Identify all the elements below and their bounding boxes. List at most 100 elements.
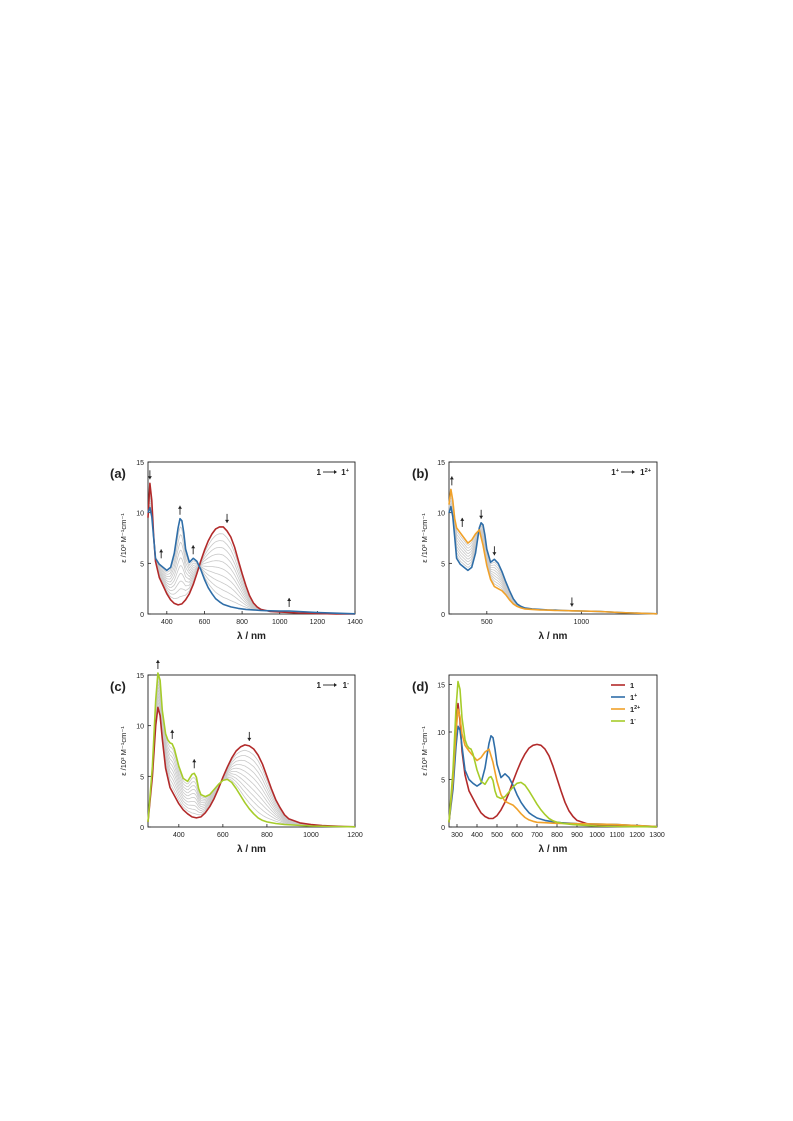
y-tick-label: 0 xyxy=(140,825,144,832)
arrow-up-icon xyxy=(287,597,292,607)
y-axis-label: ε /10³ M⁻¹cm⁻¹ xyxy=(119,726,128,776)
intermediate-trace xyxy=(448,497,657,615)
y-tick-label: 15 xyxy=(437,683,445,690)
series-line-anion xyxy=(448,680,658,828)
arrow-head xyxy=(569,603,574,607)
x-tick-label: 1000 xyxy=(272,619,288,626)
x-tick-label: 300 xyxy=(451,832,463,839)
y-tick-label: 10 xyxy=(437,511,445,518)
arrow-up-icon xyxy=(460,517,465,527)
chart-panel-d: (d) 0 5 10 15 300 400 500 600 700 800 900 1000 1100 12… xyxy=(412,674,665,855)
x-axis-label: λ / nm xyxy=(237,844,266,855)
arrow-head xyxy=(192,759,197,763)
x-tick-label: 600 xyxy=(199,619,211,626)
arrow-up-icon xyxy=(155,659,160,669)
arrow-down-icon xyxy=(479,509,484,519)
y-tick-label: 15 xyxy=(136,673,144,680)
intermediate-trace xyxy=(448,502,657,615)
panel-label-d: (d) xyxy=(412,679,429,694)
arrow-head xyxy=(191,545,196,549)
x-tick-label: 400 xyxy=(173,832,185,839)
arrow-head xyxy=(449,476,454,480)
arrow-down-icon xyxy=(247,731,252,741)
arrow-up-icon xyxy=(191,545,196,555)
x-tick-label: 800 xyxy=(236,619,248,626)
y-tick-label: 5 xyxy=(441,778,445,785)
legend-label-dication: 12+ xyxy=(630,705,640,714)
transition-annotation: 1+ 1 xyxy=(317,468,350,477)
arrow-head xyxy=(147,476,152,480)
x-tick-label: 1000 xyxy=(589,832,605,839)
y-axis-label: ε /10³ M⁻¹cm⁻¹ xyxy=(420,726,429,776)
y-tick-label: 0 xyxy=(140,612,144,619)
annotation-from: 1 xyxy=(317,468,322,477)
arrow-down-icon xyxy=(147,470,152,480)
x-tick-label: 1200 xyxy=(347,832,363,839)
annotation-arrow-icon xyxy=(334,470,337,474)
y-tick-label: 5 xyxy=(441,561,445,568)
series-line-neutral xyxy=(147,482,355,615)
arrow-down-icon xyxy=(569,597,574,607)
legend: 1 1+ 12+ 1- xyxy=(611,681,640,726)
arrow-head xyxy=(460,517,465,521)
series-line-cation xyxy=(147,506,356,615)
x-axis-label: λ / nm xyxy=(539,631,568,642)
x-tick-label: 1400 xyxy=(347,619,363,626)
y-tick-label: 10 xyxy=(136,724,144,731)
x-tick-label: 400 xyxy=(471,832,483,839)
arrow-down-icon xyxy=(492,546,497,556)
transition-annotation: 12+ 1+ xyxy=(611,468,651,477)
arrow-head xyxy=(479,515,484,519)
chart-panel-a: (a) 0 5 10 15 400 600 800 1000 1200 1400 λ / nm ε /1… xyxy=(110,460,363,642)
intermediate-trace xyxy=(147,495,355,615)
annotation-from: 1+ xyxy=(611,468,619,477)
arrow-head xyxy=(170,729,175,733)
intermediate-trace xyxy=(147,699,355,828)
panel-label-b: (b) xyxy=(412,466,429,481)
annotation-from: 1 xyxy=(317,681,322,690)
intermediate-trace xyxy=(448,503,657,615)
panel-label-a: (a) xyxy=(110,466,126,481)
arrow-head xyxy=(225,519,230,523)
x-tick-label: 1300 xyxy=(649,832,665,839)
y-tick-label: 15 xyxy=(136,460,144,467)
x-tick-label: 500 xyxy=(491,832,503,839)
y-tick-label: 0 xyxy=(441,612,445,619)
arrow-head xyxy=(247,737,252,741)
y-tick-label: 5 xyxy=(140,561,144,568)
legend-label-cation: 1+ xyxy=(630,693,637,702)
chart-panel-c: (c) 0 5 10 15 400 600 800 1000 1200 λ / nm ε /10³ M… xyxy=(110,659,363,855)
annotation-arrow-icon xyxy=(334,683,337,687)
series-line-dication xyxy=(448,488,658,615)
intermediate-trace xyxy=(147,692,355,828)
x-tick-label: 1000 xyxy=(574,619,590,626)
y-tick-label: 15 xyxy=(437,460,445,467)
intermediate-trace xyxy=(448,500,657,615)
annotation-arrow-icon xyxy=(632,470,635,474)
arrow-head xyxy=(159,549,164,553)
x-tick-label: 900 xyxy=(571,832,583,839)
arrow-up-icon xyxy=(177,505,182,515)
arrow-up-icon xyxy=(449,476,454,486)
x-tick-label: 600 xyxy=(217,832,229,839)
y-tick-label: 10 xyxy=(136,511,144,518)
plot-frame xyxy=(448,461,658,615)
series-line-anion xyxy=(147,672,356,828)
intermediate-trace xyxy=(448,505,657,615)
x-tick-label: 1000 xyxy=(303,832,319,839)
x-tick-label: 1200 xyxy=(629,832,645,839)
plot-frame xyxy=(147,674,356,828)
arrow-head xyxy=(287,597,292,601)
arrow-head xyxy=(492,552,497,556)
x-tick-label: 1100 xyxy=(609,832,624,839)
transition-annotation: 1- 1 xyxy=(317,681,350,690)
arrow-up-icon xyxy=(192,759,197,769)
series-line-neutral xyxy=(147,706,356,828)
x-tick-label: 700 xyxy=(531,832,543,839)
x-tick-label: 500 xyxy=(481,619,493,626)
arrow-up-icon xyxy=(159,549,164,559)
legend-label-neutral: 1 xyxy=(630,681,634,690)
y-tick-label: 10 xyxy=(437,730,445,737)
